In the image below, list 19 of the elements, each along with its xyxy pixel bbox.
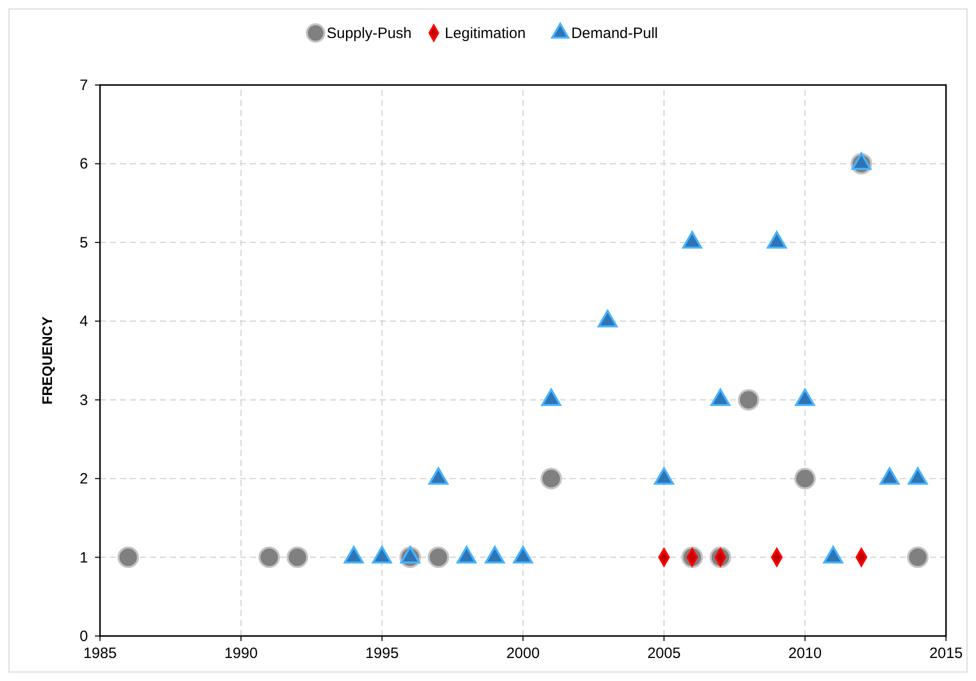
y-tick-label: 3	[80, 392, 88, 409]
x-tick-label: 1990	[224, 645, 258, 662]
y-tick-label: 7	[80, 77, 88, 94]
y-tick-label: 2	[80, 470, 88, 488]
y-tick-label: 5	[80, 234, 88, 252]
y-tick-label: 0	[80, 628, 88, 645]
legend-label: Legitimation	[444, 25, 526, 42]
legend-label: Supply-Push	[326, 25, 412, 42]
y-tick-label: 1	[80, 549, 88, 566]
x-tick-label: 2010	[788, 645, 822, 662]
legend-label: Demand-Pull	[571, 25, 658, 42]
x-tick-label: 2000	[506, 645, 540, 662]
y-tick-label: 4	[80, 313, 88, 330]
x-tick-label: 1995	[365, 645, 399, 662]
y-tick-label: 6	[80, 156, 88, 173]
x-tick-label: 2005	[647, 645, 681, 662]
x-tick-label: 1985	[83, 645, 117, 662]
y-axis-title: FREQUENCY	[39, 316, 55, 404]
x-tick-label: 2015	[929, 645, 963, 662]
